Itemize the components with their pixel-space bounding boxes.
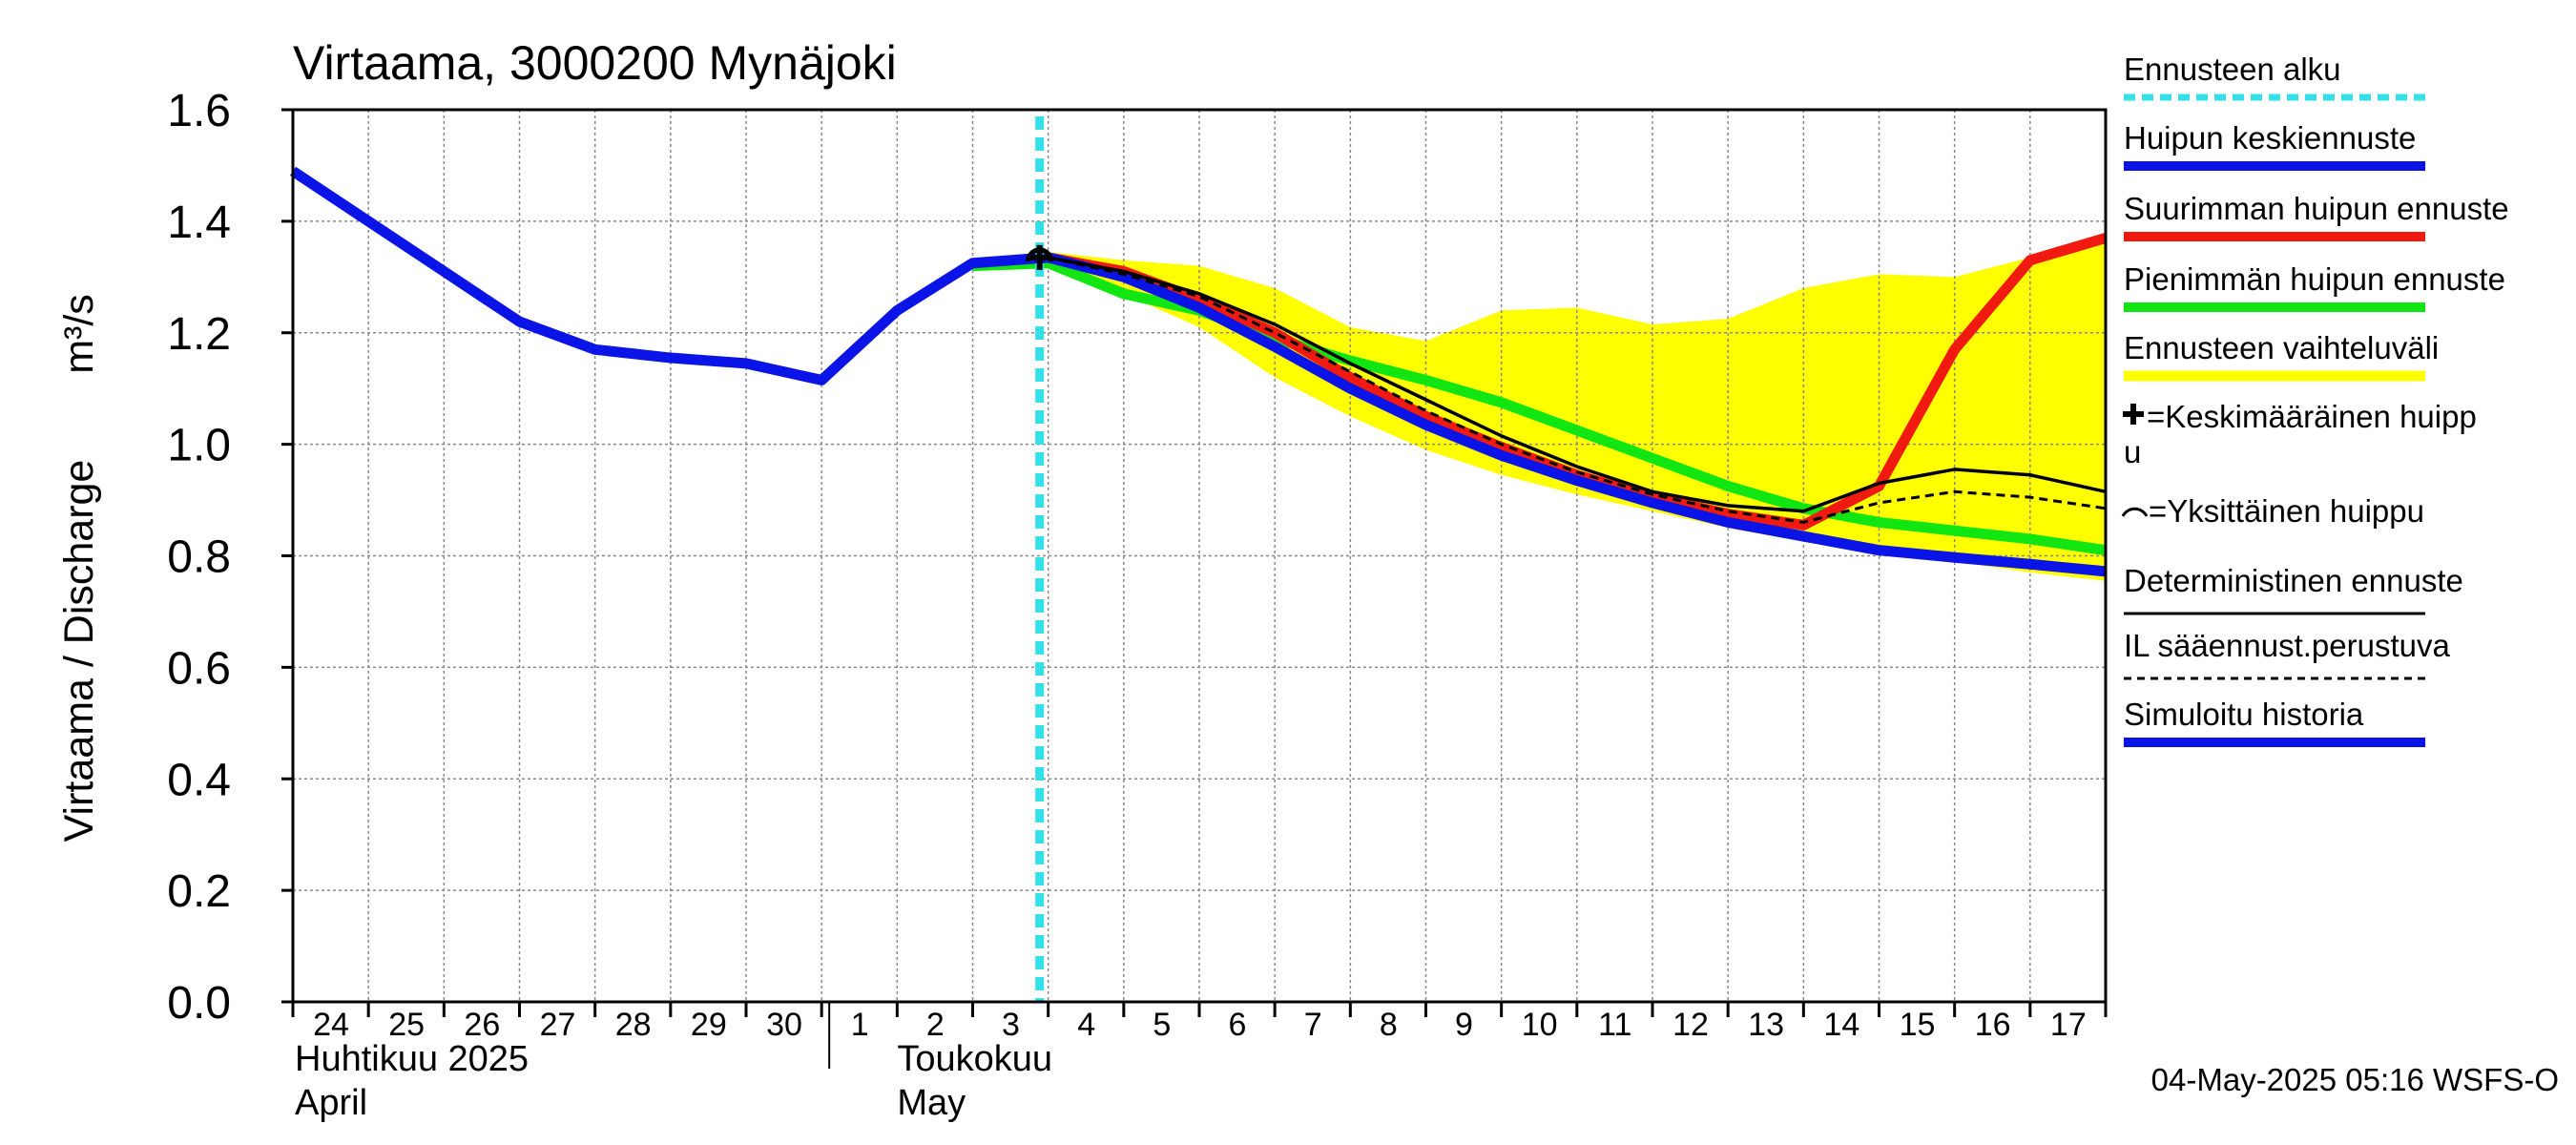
x-tick-label: 30 (766, 1007, 802, 1043)
legend-item: Simuloitu historia (2124, 697, 2425, 747)
chart-title: Virtaama, 3000200 Mynäjoki (293, 36, 897, 90)
legend-label: =Keskimääräinen huipp (2147, 399, 2477, 434)
plot-area (289, 108, 2108, 1004)
y-tick-label: 0.2 (167, 866, 231, 917)
legend-label: Pienimmän huipun ennuste (2124, 261, 2505, 297)
y-tick-label: 0.6 (167, 643, 231, 694)
legend-label: Ennusteen vaihteluväli (2124, 330, 2439, 365)
gridlines (293, 109, 2106, 1003)
legend-label: IL sääennust.perustuva (2124, 628, 2450, 663)
legend: Ennusteen alku Huipun keskiennuste Suurimm… (2121, 52, 2509, 747)
legend-label: Simuloitu historia (2124, 697, 2364, 732)
x-tick-label: 6 (1229, 1007, 1247, 1043)
series-line-suurimman-huipun-ennuste (1047, 233, 2108, 531)
legend-label: Huipun keskiennuste (2124, 120, 2416, 156)
y-axis-unit: m³/s (56, 294, 102, 374)
x-tick-label: 3 (1002, 1007, 1020, 1043)
x-tick-label: 27 (540, 1007, 576, 1043)
single-peak-marker (1026, 247, 1054, 262)
y-tick-label: 1.2 (167, 309, 231, 360)
x-tick-label: 24 (313, 1007, 349, 1043)
x-tick-label: 16 (1975, 1007, 2011, 1043)
legend-item: IL sääennust.perustuva (2124, 628, 2450, 680)
y-tick-label: 0.0 (167, 978, 231, 1029)
legend-item: Suurimman huipun ennuste (2124, 191, 2509, 241)
legend-label: Suurimman huipun ennuste (2124, 191, 2509, 226)
x-tick-label: 4 (1077, 1007, 1095, 1043)
legend-label: =Yksittäinen huippu (2149, 493, 2424, 529)
y-axis-title: Virtaama / Discharge (56, 460, 102, 843)
y-tick-label: 1.4 (167, 198, 231, 248)
x-tick-label: 10 (1522, 1007, 1558, 1043)
series-line-deterministinen-ennuste (1048, 256, 2107, 513)
month-label-en: May (897, 1083, 966, 1123)
legend-label: Deterministinen ennuste (2124, 563, 2463, 598)
y-tick-label: 1.6 (167, 86, 231, 136)
timestamp: 04-May-2025 05:16 WSFS-O (2151, 1062, 2559, 1097)
x-tick-label: 1 (851, 1007, 869, 1043)
x-tick-label: 14 (1823, 1007, 1859, 1043)
x-tick-label: 12 (1672, 1007, 1709, 1043)
legend-item: Deterministinen ennuste (2124, 563, 2463, 615)
series-line-il-s-ennust-perustuva (1048, 256, 2107, 524)
legend-item: Huipun keskiennuste (2124, 120, 2425, 171)
y-tick-label: 1.0 (167, 421, 231, 471)
x-tick-label: 26 (464, 1007, 500, 1043)
x-tick-label: 8 (1380, 1007, 1398, 1043)
legend-item: Pienimmän huipun ennuste (2124, 261, 2505, 312)
x-tick-label: 29 (691, 1007, 727, 1043)
x-tick-label: 15 (1900, 1007, 1936, 1043)
legend-label: Ennusteen alku (2124, 52, 2341, 87)
x-tick-label: 7 (1304, 1007, 1322, 1043)
legend-item: =Keskimääräinen huippu (2123, 399, 2477, 469)
x-tick-label: 25 (388, 1007, 425, 1043)
x-tick-label: 13 (1748, 1007, 1784, 1043)
month-label-fi: Toukokuu (897, 1039, 1052, 1079)
y-tick-label: 0.8 (167, 532, 231, 583)
legend-item: Ennusteen vaihteluväli (2124, 330, 2439, 382)
series-line-huipun-keskiennuste (1047, 252, 2107, 577)
x-tick-label: 5 (1153, 1007, 1171, 1043)
x-tick-label: 11 (1598, 1007, 1631, 1043)
x-tick-label: 9 (1455, 1007, 1473, 1043)
legend-item: =Yksittäinen huippu (2121, 493, 2424, 529)
x-tick-label: 17 (2050, 1007, 2087, 1043)
y-axis-label: Virtaama / Discharge m³/s (56, 294, 102, 842)
legend-item: Ennusteen alku (2124, 52, 2425, 101)
month-label-fi: Huhtikuu 2025 (295, 1039, 529, 1079)
series-line-pienimm-n-huipun-ennuste (972, 258, 2107, 556)
series-line-simuloitu-historia (289, 166, 1049, 385)
x-tick-label: 28 (615, 1007, 652, 1043)
x-tick-label: 2 (926, 1007, 945, 1043)
y-tick-label: 0.4 (167, 755, 231, 805)
month-label-en: April (295, 1083, 367, 1123)
legend-label-continuation: u (2124, 434, 2141, 469)
